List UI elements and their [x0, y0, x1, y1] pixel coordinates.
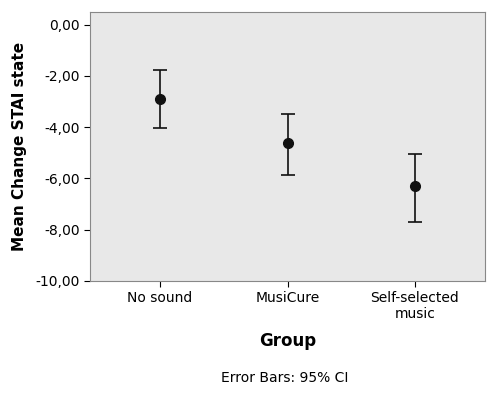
Point — [284, 139, 292, 146]
Y-axis label: Mean Change STAI state: Mean Change STAI state — [12, 42, 27, 251]
Point — [411, 183, 419, 189]
Point — [156, 96, 164, 102]
X-axis label: Group: Group — [259, 332, 316, 350]
Text: Error Bars: 95% CI: Error Bars: 95% CI — [222, 371, 348, 385]
